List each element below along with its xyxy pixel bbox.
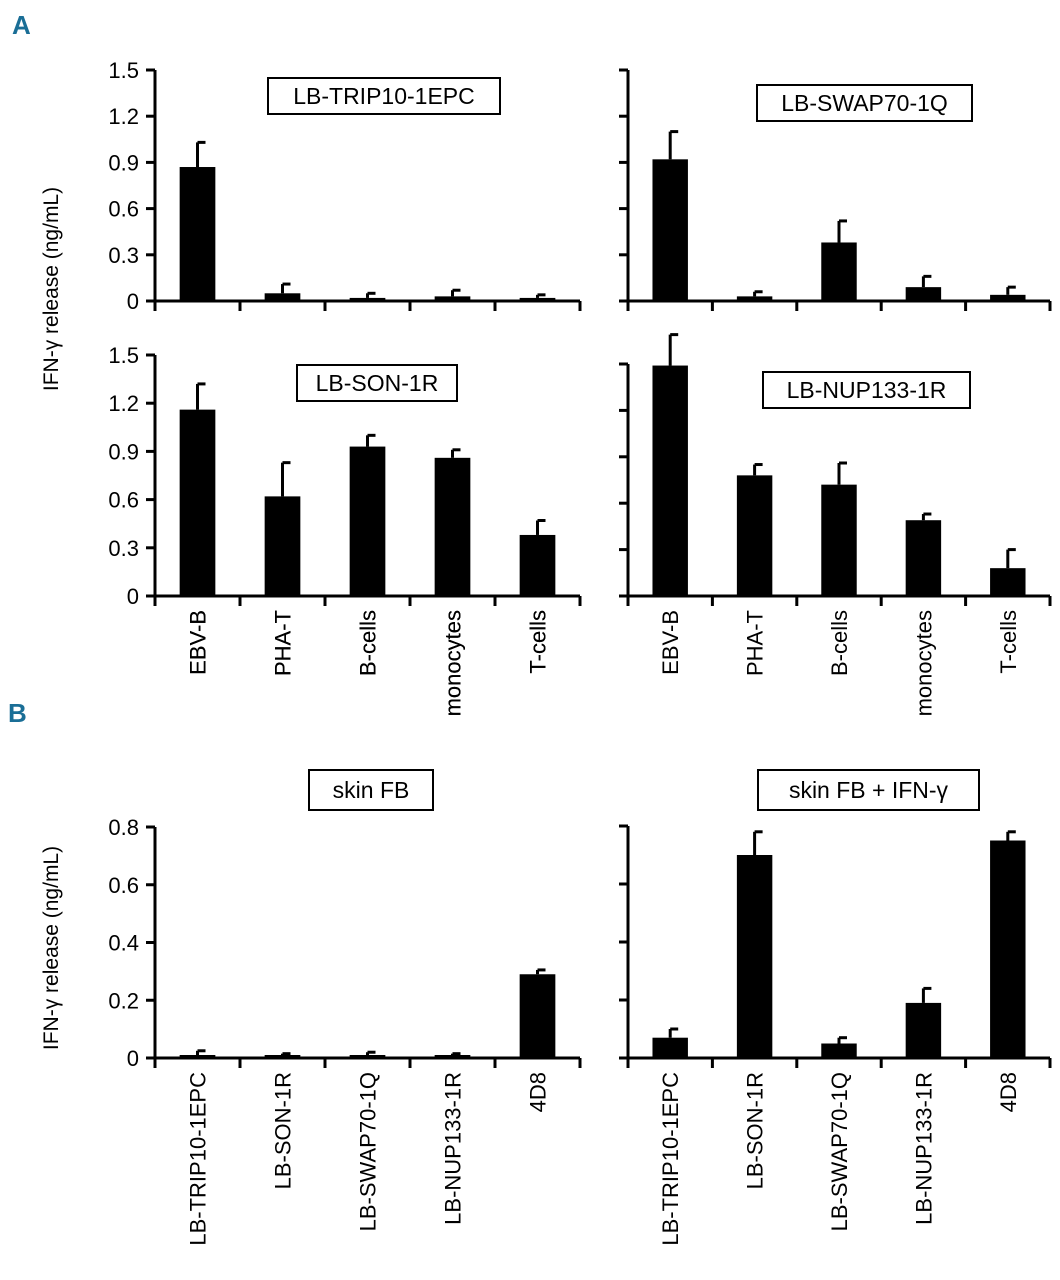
bar-lb-swap70-1q xyxy=(821,1043,857,1058)
bar-pha-t xyxy=(264,293,301,301)
y-tick-label: 0.3 xyxy=(108,243,139,268)
bar-ebv-b xyxy=(179,409,216,596)
chart-title: skin FB xyxy=(333,777,410,803)
y-tick-label: 0.6 xyxy=(108,873,139,898)
y-tick-label: 0 xyxy=(127,289,139,314)
category-label-monocytes: monocytes xyxy=(441,610,466,716)
category-label-4d8: 4D8 xyxy=(526,1072,551,1112)
bar-t-cells xyxy=(519,534,556,596)
category-label-lb-trip10-1epc: LB-TRIP10-1EPC xyxy=(186,1072,211,1246)
category-label-lb-son-1r: LB-SON-1R xyxy=(743,1072,768,1189)
category-label-t-cells: T-cells xyxy=(526,610,551,674)
category-label-b-cells: B-cells xyxy=(356,610,381,676)
y-tick-label: 0.2 xyxy=(108,988,139,1013)
chart-title: skin FB + IFN-γ xyxy=(789,777,949,803)
chart-lb-trip10-1epc: LB-TRIP10-1EPC 0 0.3 0.6 0.9 1.2 1.5 EBV-B PHA-T… xyxy=(108,58,582,716)
category-label-lb-swap70-1q: LB-SWAP70-1Q xyxy=(356,1072,381,1231)
bar-lb-nup133-1r xyxy=(905,1002,942,1058)
category-label-b-cells: B-cells xyxy=(827,610,852,676)
bar-ebv-b xyxy=(179,167,216,301)
category-label-ebv-b: EBV-B xyxy=(186,610,211,675)
bar-4d8 xyxy=(990,840,1026,1058)
bar-lb-swap70-1q xyxy=(349,1055,386,1058)
bar-b-cells xyxy=(821,484,857,596)
chart-title-box xyxy=(296,364,458,402)
category-label-lb-nup133-1r: LB-NUP133-1R xyxy=(911,1072,936,1225)
panel-label-a: A xyxy=(12,10,31,40)
y-tick-label: 1.2 xyxy=(108,104,139,129)
bar-lb-trip10-1epc xyxy=(179,1055,216,1058)
chart-title-box xyxy=(756,84,973,122)
y-tick-label: 0 xyxy=(127,1046,139,1071)
bar-monocytes xyxy=(434,296,471,301)
y-tick-label: 0.6 xyxy=(108,197,139,222)
chart-skin-fb: skin FB 0 0.2 0.4 0.6 0.8 LB-TRIP10-1EPC LB-SON… xyxy=(108,769,582,1246)
y-tick-label: 1.2 xyxy=(108,391,139,416)
bar-lb-trip10-1epc xyxy=(652,1037,688,1058)
category-label-pha-t: PHA-T xyxy=(271,610,296,676)
chart-title: LB-SWAP70-1Q xyxy=(781,90,948,116)
bar-pha-t xyxy=(264,496,301,596)
bar-t-cells xyxy=(990,568,1026,596)
panel-label-b: B xyxy=(8,698,27,728)
category-label-lb-trip10-1epc: LB-TRIP10-1EPC xyxy=(658,1072,683,1246)
bar-t-cells xyxy=(519,297,556,301)
bar-pha-t xyxy=(736,475,773,596)
category-label-t-cells: T-cells xyxy=(996,610,1021,674)
chart-lb-nup133-1r: LB-NUP133-1R EBV-B PHA-T B-cells monocytes T-… xyxy=(619,333,1052,716)
bar-lb-son-1r xyxy=(264,1055,301,1058)
category-label-ebv-b: EBV-B xyxy=(658,610,683,675)
y-tick-label: 1.5 xyxy=(108,343,139,368)
category-label-lb-swap70-1q: LB-SWAP70-1Q xyxy=(827,1072,852,1231)
category-label-monocytes: monocytes xyxy=(911,610,936,716)
y-tick-label: 0.8 xyxy=(108,815,139,840)
category-label-lb-son-1r: LB-SON-1R xyxy=(271,1072,296,1189)
category-label-lb-nup133-1r: LB-NUP133-1R xyxy=(441,1072,466,1225)
bar-ebv-b xyxy=(652,159,688,301)
chart-title-box xyxy=(267,77,501,115)
category-label-pha-t: PHA-T xyxy=(743,610,768,676)
bar-lb-nup133-1r xyxy=(434,1055,471,1058)
chart-title-box xyxy=(757,769,980,811)
y-tick-label: 0 xyxy=(127,584,139,609)
chart-title-box xyxy=(308,769,434,811)
y-axis-label-a: IFN-γ release (ng/mL) xyxy=(40,187,63,391)
bar-lb-son-1r xyxy=(736,855,773,1058)
bar-monocytes xyxy=(434,457,471,596)
bar-monocytes xyxy=(905,520,942,596)
category-label-b-cells: B-cells xyxy=(356,610,381,676)
bar-monocytes xyxy=(905,287,942,301)
chart-lb-swap70-1q: LB-SWAP70-1Q xyxy=(619,68,1052,311)
bar-b-cells xyxy=(821,242,857,301)
chart-title-box xyxy=(762,371,971,409)
y-tick-label: 0.4 xyxy=(108,931,139,956)
chart-title: LB-TRIP10-1EPC xyxy=(293,83,475,109)
bar-4d8 xyxy=(519,974,556,1058)
chart-title: LB-SON-1R xyxy=(316,370,439,396)
bar-b-cells xyxy=(349,446,386,596)
y-tick-label: 0.3 xyxy=(108,536,139,561)
bar-ebv-b xyxy=(652,365,688,596)
category-label-monocytes: monocytes xyxy=(441,610,466,716)
chart-skin-fb-ifn-gamma: skin FB + IFN-γ LB-TRIP10-1EPC LB-SON-1R LB… xyxy=(619,769,1052,1246)
y-tick-label: 0.9 xyxy=(108,150,139,175)
category-label-4d8: 4D8 xyxy=(996,1072,1021,1112)
bar-t-cells xyxy=(990,294,1026,301)
category-label-t-cells: T-cells xyxy=(526,610,551,674)
category-label-ebv-b: EBV-B xyxy=(186,610,211,675)
y-tick-label: 0.6 xyxy=(108,488,139,513)
y-tick-label: 1.5 xyxy=(108,58,139,83)
y-axis-label-b: IFN-γ release (ng/mL) xyxy=(40,846,63,1050)
bar-b-cells xyxy=(349,297,386,301)
y-tick-label: 0.9 xyxy=(108,439,139,464)
category-label-pha-t: PHA-T xyxy=(271,610,296,676)
chart-lb-son-1r: LB-SON-1R 0 0.3 0.6 0.9 1.2 1.5 EBV-B PHA-T B-cel… xyxy=(108,343,582,716)
bar-pha-t xyxy=(736,296,773,301)
chart-title: LB-NUP133-1R xyxy=(787,377,947,403)
